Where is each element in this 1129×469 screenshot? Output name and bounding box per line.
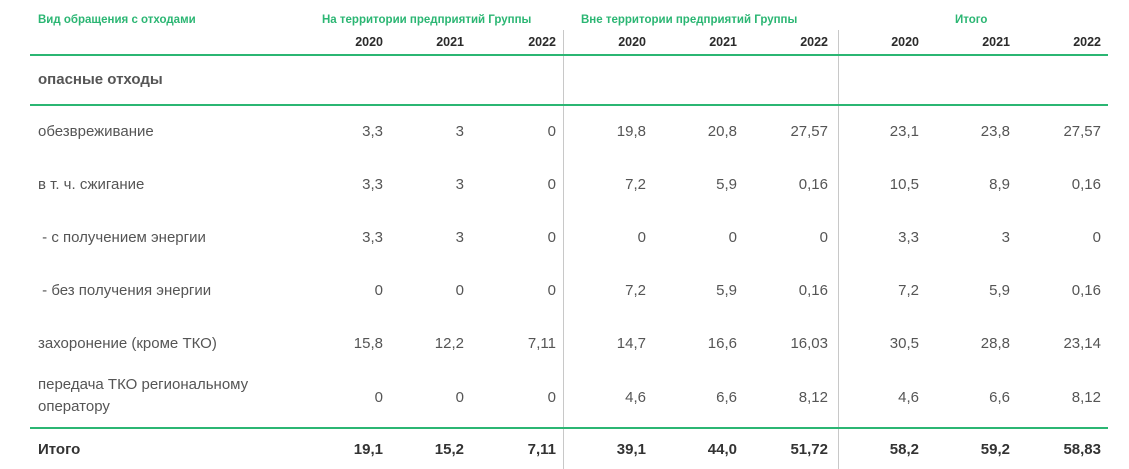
table-cell: 3,3	[362, 123, 383, 140]
header-rule	[30, 54, 1108, 56]
year-header: 2020	[355, 35, 383, 49]
table-cell: 15,8	[353, 335, 383, 352]
year-header: 2022	[1073, 35, 1101, 49]
column-divider	[563, 30, 564, 469]
table-cell: 6,6	[716, 389, 737, 406]
total-cell: 58,2	[889, 441, 919, 458]
table-cell: 0	[547, 282, 556, 299]
table-cell: 27,57	[1063, 123, 1101, 140]
table-cell: 6,6	[989, 389, 1010, 406]
table-cell: 7,2	[625, 282, 646, 299]
table-cell: 14,7	[616, 335, 646, 352]
table-cell: 0	[547, 389, 556, 406]
table-cell: 0,16	[1071, 176, 1101, 193]
total-cell: 58,83	[1063, 441, 1101, 458]
year-header: 2020	[618, 35, 646, 49]
table-cell: 0,16	[798, 282, 828, 299]
section-title: опасные отходы	[38, 71, 163, 88]
column-group-inside: На территории предприятий Группы	[322, 14, 532, 26]
table-cell: 28,8	[980, 335, 1010, 352]
table-cell: 3,3	[362, 176, 383, 193]
table-cell: 23,8	[980, 123, 1010, 140]
table-cell: 0	[1092, 229, 1101, 246]
total-cell: 7,11	[527, 441, 556, 458]
table-cell: 30,5	[889, 335, 919, 352]
table-cell: 3,3	[898, 229, 919, 246]
table-cell: 4,6	[898, 389, 919, 406]
column-header-type: Вид обращения с отходами	[38, 14, 196, 26]
table-cell: 8,9	[989, 176, 1010, 193]
total-cell: 44,0	[707, 441, 737, 458]
table-cell: 0	[728, 229, 737, 246]
table-cell: 7,2	[898, 282, 919, 299]
year-header: 2022	[528, 35, 556, 49]
table-cell: 8,12	[798, 389, 828, 406]
total-cell: 39,1	[616, 441, 646, 458]
year-header: 2021	[982, 35, 1010, 49]
year-header: 2022	[800, 35, 828, 49]
table-cell: 10,5	[889, 176, 919, 193]
table-cell: 3	[455, 229, 464, 246]
table-cell: 16,03	[790, 335, 828, 352]
total-cell: 59,2	[980, 441, 1010, 458]
year-header: 2021	[436, 35, 464, 49]
table-cell: 5,9	[989, 282, 1010, 299]
table-cell: 8,12	[1071, 389, 1101, 406]
row-label: обезвреживание	[38, 123, 154, 140]
total-rule	[30, 427, 1108, 429]
table-cell: 0	[374, 282, 383, 299]
table-cell: 3	[455, 123, 464, 140]
section-rule	[30, 104, 1108, 106]
table-cell: 19,8	[616, 123, 646, 140]
table-cell: 0	[374, 389, 383, 406]
table-cell: 27,57	[790, 123, 828, 140]
total-cell: 15,2	[434, 441, 464, 458]
table-cell: 0	[455, 282, 464, 299]
table-cell: 5,9	[716, 282, 737, 299]
table-cell: 0	[637, 229, 646, 246]
table-cell: 0	[547, 123, 556, 140]
table-cell: 16,6	[707, 335, 737, 352]
table-cell: 3	[1001, 229, 1010, 246]
table-cell: 0,16	[798, 176, 828, 193]
row-label: - без получения энергии	[38, 282, 212, 299]
year-header: 2021	[709, 35, 737, 49]
table-cell: 0	[547, 176, 556, 193]
year-header: 2020	[891, 35, 919, 49]
table-cell: 12,2	[434, 335, 464, 352]
table-cell: 23,1	[889, 123, 919, 140]
table-cell: 3	[455, 176, 464, 193]
total-label: Итого	[38, 441, 81, 458]
total-cell: 19,1	[353, 441, 383, 458]
column-group-outside: Вне территории предприятий Группы	[581, 14, 798, 26]
table-cell: 0	[547, 229, 556, 246]
row-label: оператору	[38, 398, 110, 415]
row-label: в т. ч. сжигание	[38, 176, 145, 193]
table-cell: 0	[455, 389, 464, 406]
table-cell: 0	[819, 229, 828, 246]
table-cell: 5,9	[716, 176, 737, 193]
table-cell: 7,11	[527, 335, 556, 352]
column-group-total: Итого	[955, 14, 988, 26]
table-cell: 3,3	[362, 229, 383, 246]
column-divider	[838, 30, 839, 469]
row-label: - с получением энергии	[38, 229, 206, 246]
row-label: захоронение (кроме ТКО)	[38, 335, 217, 352]
table-cell: 7,2	[625, 176, 646, 193]
total-cell: 51,72	[790, 441, 828, 458]
table-cell: 23,14	[1063, 335, 1101, 352]
table-cell: 20,8	[707, 123, 737, 140]
table-cell: 4,6	[625, 389, 646, 406]
row-label: передача ТКО региональному	[38, 376, 249, 393]
table-cell: 0,16	[1071, 282, 1101, 299]
